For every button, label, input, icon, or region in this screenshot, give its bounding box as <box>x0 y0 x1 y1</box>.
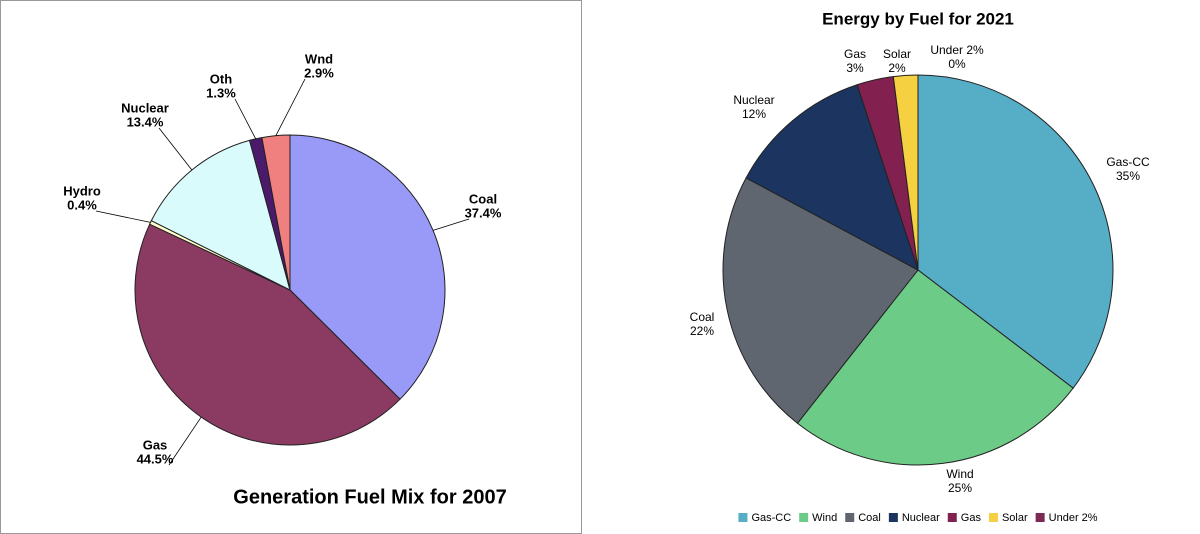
slice-label: Gas <box>844 47 866 61</box>
slice-value: 37.4% <box>465 205 502 220</box>
chart-title: Generation Fuel Mix for 2007 <box>233 486 506 508</box>
legend-label: Gas <box>961 512 982 524</box>
legend-swatch <box>738 513 748 522</box>
legend-swatch <box>799 513 809 522</box>
slice-value: 13.4% <box>127 114 164 129</box>
legend-label: Wind <box>812 512 837 524</box>
legend-label: Nuclear <box>902 512 940 524</box>
slice-value: 0.4% <box>67 197 97 212</box>
slice-label: Coal <box>690 310 715 324</box>
slice-label: Under 2% <box>930 43 984 57</box>
slice-value: 1.3% <box>206 85 236 100</box>
leader-line <box>234 98 257 140</box>
slice-label: Gas-CC <box>1106 155 1150 169</box>
slice-label: Hydro <box>63 183 101 198</box>
pie-slice <box>150 139 291 291</box>
slice-value: 12% <box>742 107 766 121</box>
legend-swatch <box>888 513 898 522</box>
leader-line <box>168 416 202 466</box>
pie-slice <box>917 74 1114 389</box>
legend-label: Solar <box>1002 512 1028 524</box>
legend-swatch <box>988 513 998 522</box>
slice-value: 0% <box>948 57 966 71</box>
slice-label: Oth <box>210 71 232 86</box>
slice-label: Nuclear <box>733 93 774 107</box>
slice-value: 2.9% <box>304 65 334 80</box>
chart-title: Energy by Fuel for 2021 <box>822 9 1014 28</box>
legend-swatch <box>1035 513 1045 522</box>
legend-swatch <box>845 513 855 522</box>
leader-line <box>95 210 151 223</box>
slice-value: 35% <box>1116 169 1140 183</box>
slice-label: Coal <box>469 191 497 206</box>
slice-label: Wind <box>946 467 973 481</box>
slice-value: 44.5% <box>137 451 174 466</box>
slice-label: Nuclear <box>121 100 169 115</box>
slice-value: 25% <box>948 481 972 495</box>
slice-value: 3% <box>846 61 864 75</box>
slice-value: 2% <box>888 61 906 75</box>
leader-line <box>158 127 193 171</box>
legend-label: Under 2% <box>1049 512 1098 524</box>
pie-slice <box>796 269 1074 466</box>
leader-line <box>432 218 470 231</box>
legend-label: Coal <box>858 512 881 524</box>
slice-label: Solar <box>883 47 911 61</box>
pie-slice <box>261 134 291 291</box>
slice-label: Gas <box>143 437 168 452</box>
slice-label: Wnd <box>305 51 333 66</box>
legend-swatch <box>947 513 957 522</box>
legend-label: Gas-CC <box>751 512 791 524</box>
slice-value: 22% <box>690 324 714 338</box>
pie-slice <box>722 177 919 424</box>
leader-line <box>275 78 306 136</box>
pie-slice <box>745 84 919 272</box>
